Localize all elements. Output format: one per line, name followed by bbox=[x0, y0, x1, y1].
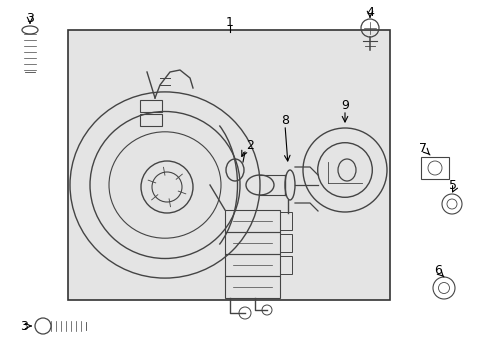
Text: 5: 5 bbox=[448, 179, 456, 192]
Bar bbox=[224, 276, 280, 298]
Text: 7: 7 bbox=[418, 141, 426, 154]
Text: 1: 1 bbox=[225, 15, 233, 28]
Bar bbox=[68, 30, 389, 300]
Text: 6: 6 bbox=[433, 264, 441, 276]
Bar bbox=[420, 157, 448, 179]
Bar bbox=[140, 114, 162, 126]
Text: 4: 4 bbox=[366, 5, 373, 18]
Text: 9: 9 bbox=[340, 99, 348, 112]
Bar bbox=[224, 210, 280, 232]
Text: 2: 2 bbox=[245, 139, 253, 152]
Bar bbox=[224, 254, 280, 276]
Bar bbox=[280, 234, 291, 252]
Text: 8: 8 bbox=[281, 113, 288, 126]
Bar bbox=[140, 100, 162, 112]
Bar bbox=[224, 232, 280, 254]
Text: 3: 3 bbox=[26, 12, 34, 24]
Bar bbox=[280, 256, 291, 274]
Bar bbox=[280, 212, 291, 230]
Text: 3: 3 bbox=[20, 320, 28, 333]
